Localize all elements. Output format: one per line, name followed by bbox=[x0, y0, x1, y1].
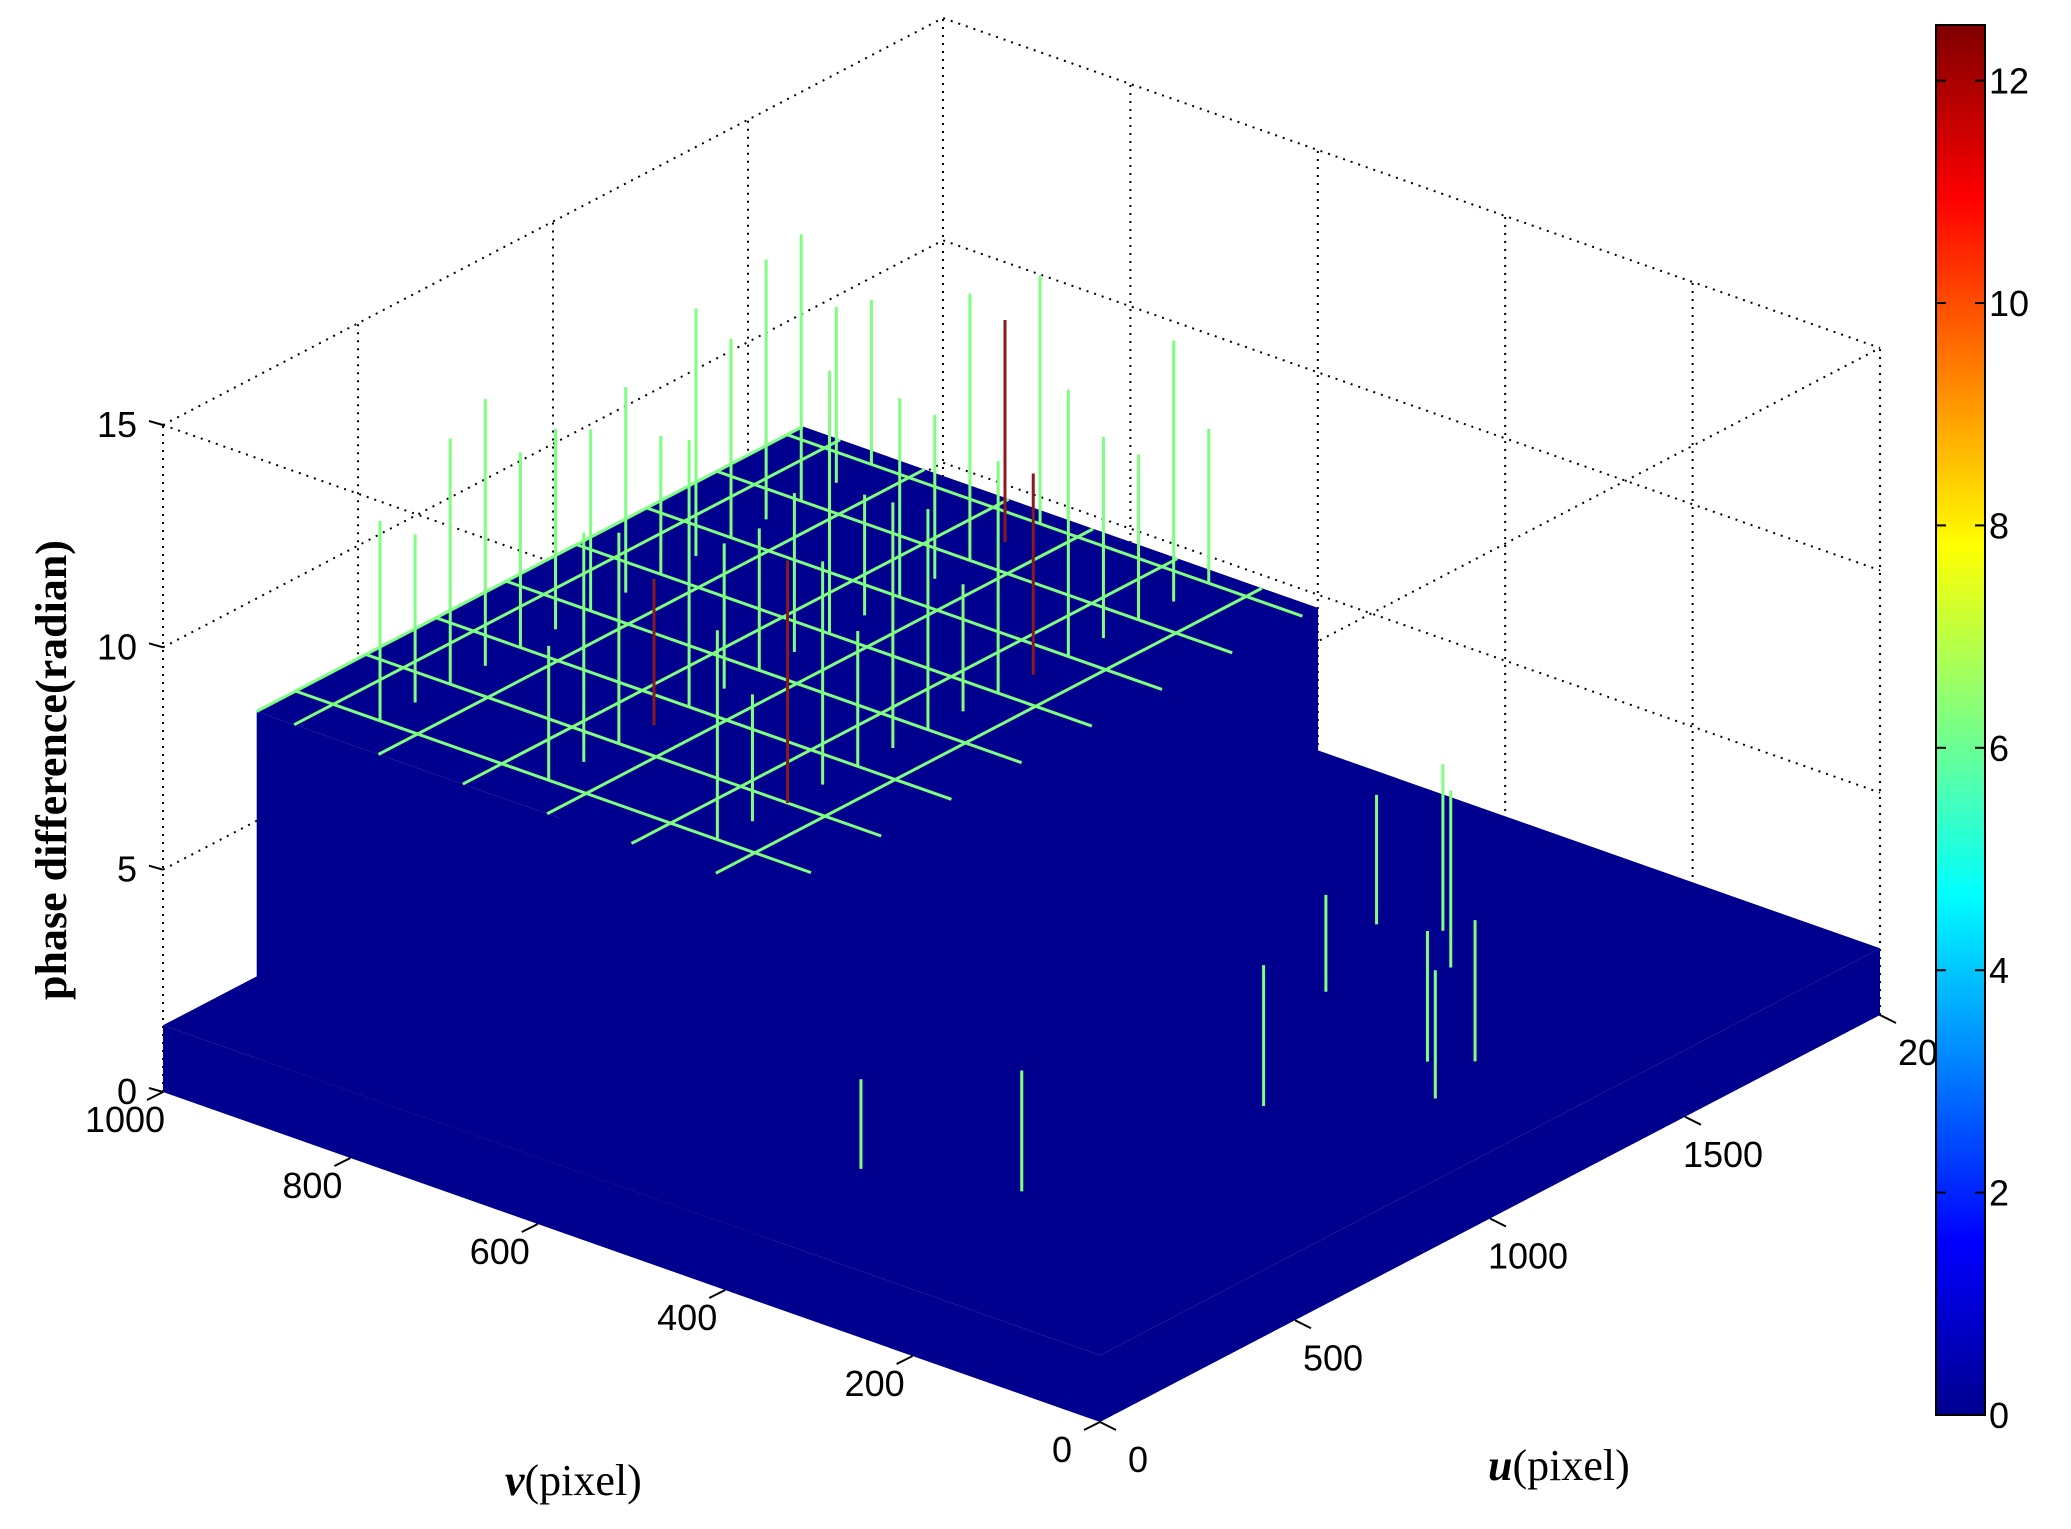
v-tick-mark-5 bbox=[146, 1091, 164, 1101]
ridge-line-0 bbox=[295, 689, 812, 875]
v-tick-label-0: 0 bbox=[1052, 1429, 1072, 1470]
v-axis-unit: (pixel) bbox=[525, 1456, 642, 1505]
ridge-line-3 bbox=[505, 579, 1023, 765]
v-tick-label-4: 800 bbox=[282, 1165, 342, 1206]
surface-plot bbox=[163, 426, 1880, 1422]
u-axis-var: u bbox=[1488, 1441, 1512, 1490]
v-axis-var: v bbox=[505, 1456, 525, 1505]
colorbar: 0 2 4 6 8 10 12 bbox=[1935, 24, 2029, 1436]
colorbar-tick-label-5: 10 bbox=[1989, 283, 2029, 324]
ridge-line-9 bbox=[630, 557, 1179, 845]
z-tick-label-3: 15 bbox=[97, 404, 137, 445]
v-tick-mark-0 bbox=[1083, 1421, 1101, 1431]
colorbar-tick-label-6: 12 bbox=[1989, 61, 2029, 102]
u-tick-mark-3 bbox=[1684, 1115, 1702, 1126]
colorbar-tick-label-2: 4 bbox=[1989, 950, 2009, 991]
ridge-line-6 bbox=[716, 469, 1233, 655]
z-tick-mark-3 bbox=[148, 420, 164, 426]
ridge-line-4 bbox=[576, 543, 1093, 728]
plateau-face-left bbox=[256, 711, 773, 1240]
ridge-line-2 bbox=[435, 616, 952, 801]
colorbar-tick-label-3: 6 bbox=[1989, 728, 2009, 769]
ridge-line-13 bbox=[293, 438, 841, 726]
v-tick-label-1: 200 bbox=[845, 1363, 905, 1404]
v-tick-label-3: 600 bbox=[470, 1231, 530, 1272]
z-tick-mark-2 bbox=[148, 642, 164, 649]
ridge-line-11 bbox=[462, 497, 1010, 786]
u-tick-mark-2 bbox=[1489, 1217, 1507, 1228]
z-tick-label-0: 0 bbox=[117, 1071, 137, 1112]
base-slab-front-right bbox=[1100, 948, 1880, 1422]
grid-line-z-3 bbox=[162, 16, 1881, 426]
z-axis-label: phase difference(radian) bbox=[27, 540, 76, 1000]
z-tick-mark-1 bbox=[148, 864, 164, 871]
ridge-line-5 bbox=[646, 506, 1163, 691]
colorbar-tick-label-4: 8 bbox=[1989, 505, 2009, 546]
base-slab-front-left bbox=[163, 1025, 1100, 1422]
z-tick-mark-0 bbox=[148, 1087, 164, 1093]
u-axis-label: u(pixel) bbox=[1488, 1441, 1630, 1490]
ridge-line-1 bbox=[365, 653, 882, 838]
u-tick-label-1: 500 bbox=[1303, 1337, 1363, 1378]
plateau-back-edge bbox=[256, 425, 804, 713]
colorbar-gradient bbox=[1935, 24, 1986, 1416]
u-axis-unit: (pixel) bbox=[1512, 1441, 1629, 1490]
u-tick-mark-4 bbox=[1879, 1014, 1897, 1024]
ridge-line-12 bbox=[377, 468, 926, 756]
u-tick-label-2: 1000 bbox=[1488, 1236, 1568, 1277]
v-tick-mark-3 bbox=[521, 1223, 539, 1233]
v-tick-label-2: 400 bbox=[657, 1297, 717, 1338]
v-axis-label: v(pixel) bbox=[505, 1456, 642, 1505]
v-tick-mark-2 bbox=[708, 1289, 726, 1299]
u-tick-label-0: 0 bbox=[1128, 1439, 1148, 1480]
ridge-line-7 bbox=[786, 433, 1303, 618]
colorbar-tick-label-1: 2 bbox=[1989, 1173, 2009, 1214]
u-tick-mark-1 bbox=[1294, 1319, 1312, 1330]
v-tick-mark-1 bbox=[896, 1355, 914, 1365]
u-tick-mark-0 bbox=[1099, 1421, 1117, 1431]
z-tick-label-1: 5 bbox=[117, 849, 137, 890]
v-tick-label-5: 1000 bbox=[85, 1099, 165, 1140]
ridge-line-10 bbox=[546, 527, 1094, 816]
u-tick-label-4: 20 bbox=[1898, 1032, 1938, 1073]
ridge-line-8 bbox=[715, 586, 1263, 875]
u-tick-label-3: 1500 bbox=[1683, 1134, 1763, 1175]
plateau-face-right bbox=[802, 426, 1319, 955]
spike-layer bbox=[256, 234, 1477, 1192]
colorbar-ticks: 0 2 4 6 8 10 12 bbox=[1936, 61, 2029, 1436]
z-tick-label-2: 10 bbox=[97, 626, 137, 667]
colorbar-tick-label-0: 0 bbox=[1989, 1395, 2009, 1436]
v-tick-mark-4 bbox=[333, 1157, 351, 1167]
